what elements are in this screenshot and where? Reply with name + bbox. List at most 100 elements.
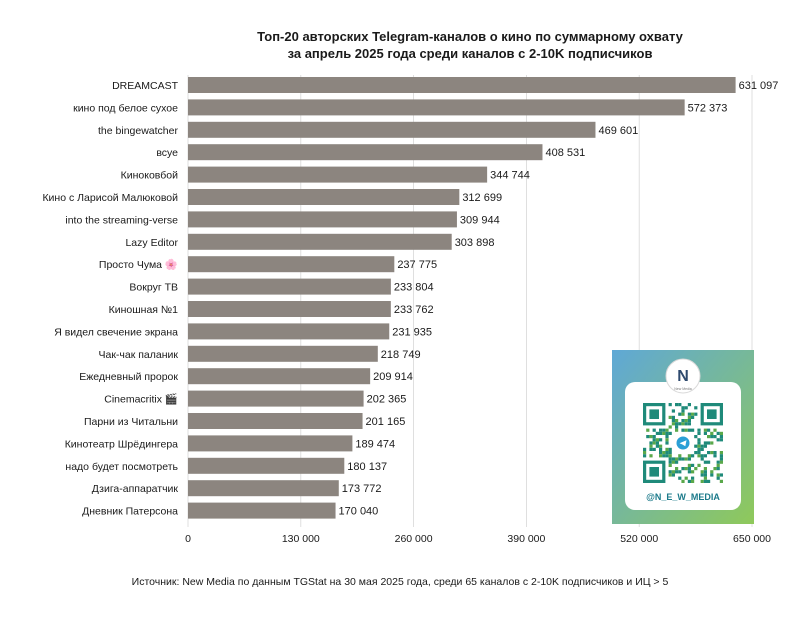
qr-module xyxy=(716,476,720,480)
qr-module xyxy=(687,467,691,471)
qr-module xyxy=(703,473,707,477)
qr-module xyxy=(703,479,707,483)
qr-module xyxy=(716,460,720,464)
bar xyxy=(188,323,390,340)
qr-module xyxy=(668,473,672,477)
value-label: 233 804 xyxy=(394,282,434,294)
qr-module xyxy=(655,444,659,448)
qr-module xyxy=(719,451,723,455)
qr-module xyxy=(687,419,691,423)
qr-module xyxy=(681,419,685,423)
category-label: Ежедневный пророк xyxy=(79,371,178,383)
bar xyxy=(188,435,353,452)
qr-module xyxy=(697,454,701,458)
qr-module xyxy=(659,431,663,435)
qr-module xyxy=(668,470,672,474)
x-axis-ticks: 0 130 000 260 000 390 000 520 000 650 000 xyxy=(185,533,771,545)
qr-module xyxy=(707,428,711,432)
qr-module xyxy=(668,463,672,467)
qr-module xyxy=(659,447,663,451)
qr-module xyxy=(665,447,669,451)
qr-module xyxy=(652,447,656,451)
qr-module xyxy=(687,457,691,461)
qr-module xyxy=(662,454,666,458)
chart-title: Топ-20 авторских Telegram-каналов о кино… xyxy=(257,29,684,61)
qr-module xyxy=(681,479,685,483)
qr-module xyxy=(691,415,695,419)
qr-module xyxy=(703,441,707,445)
value-label: 237 775 xyxy=(397,259,437,271)
x-tick-label: 260 000 xyxy=(395,533,433,545)
qr-module xyxy=(665,441,669,445)
logo-circle xyxy=(665,358,701,394)
value-label: 218 749 xyxy=(381,349,421,361)
value-label: 233 762 xyxy=(394,304,434,316)
value-label: 173 772 xyxy=(342,483,382,495)
qr-module xyxy=(710,470,714,474)
qr-module xyxy=(681,467,685,471)
qr-module xyxy=(668,447,672,451)
qr-module xyxy=(668,415,672,419)
qr-module xyxy=(694,412,698,416)
qr-module xyxy=(710,431,714,435)
category-label: Я видел свечение экрана xyxy=(54,326,178,338)
qr-module xyxy=(675,403,679,407)
qr-module xyxy=(675,470,679,474)
x-tick-label: 130 000 xyxy=(282,533,320,545)
qr-module xyxy=(665,435,669,439)
category-label: Киноковбой xyxy=(121,170,178,182)
qr-module xyxy=(665,431,669,435)
qr-module xyxy=(719,479,723,483)
qr-module xyxy=(719,435,723,439)
qr-module xyxy=(703,431,707,435)
qr-module xyxy=(652,435,656,439)
qr-module xyxy=(691,412,695,416)
qr-module xyxy=(716,473,720,477)
qr-module xyxy=(681,409,685,413)
value-label: 209 914 xyxy=(373,371,413,383)
bars xyxy=(188,77,736,519)
qr-module xyxy=(719,460,723,464)
qr-module xyxy=(719,454,723,458)
category-label: Дневник Патерсона xyxy=(82,506,178,518)
qr-module xyxy=(678,470,682,474)
qr-module xyxy=(675,425,679,429)
qr-module xyxy=(697,438,701,442)
badge-handle[interactable]: @N_E_W_MEDIA xyxy=(646,492,720,502)
qr-finder-core xyxy=(649,409,659,419)
qr-module xyxy=(678,454,682,458)
qr-module xyxy=(719,457,723,461)
qr-module xyxy=(681,428,685,432)
qr-module xyxy=(681,457,685,461)
value-label: 231 935 xyxy=(392,326,432,338)
qr-module xyxy=(687,428,691,432)
qr-module xyxy=(694,406,698,410)
qr-module xyxy=(697,444,701,448)
qr-module xyxy=(691,476,695,480)
qr-badge[interactable]: N New Media @N_E_W_MEDIA xyxy=(612,350,754,524)
qr-module xyxy=(700,457,704,461)
qr-finder-core xyxy=(707,409,717,419)
qr-code[interactable] xyxy=(643,403,723,483)
qr-module xyxy=(668,457,672,461)
qr-module xyxy=(668,431,672,435)
category-label: the bingewatcher xyxy=(98,125,178,137)
qr-module xyxy=(694,435,698,439)
qr-module xyxy=(662,428,666,432)
value-label: 170 040 xyxy=(339,506,379,518)
qr-module xyxy=(703,476,707,480)
qr-module xyxy=(707,460,711,464)
category-label: Чак-чак паланик xyxy=(99,349,179,361)
qr-module xyxy=(694,444,698,448)
qr-module xyxy=(691,454,695,458)
value-label: 408 531 xyxy=(545,147,585,159)
value-label: 201 165 xyxy=(366,416,406,428)
category-label: Кинотеатр Шрёдингера xyxy=(65,438,178,450)
logo-small-text: New Media xyxy=(674,387,692,391)
bar xyxy=(188,480,339,497)
qr-module xyxy=(678,457,682,461)
qr-module xyxy=(687,403,691,407)
category-label: DREAMCAST xyxy=(112,80,179,92)
qr-module xyxy=(659,451,663,455)
